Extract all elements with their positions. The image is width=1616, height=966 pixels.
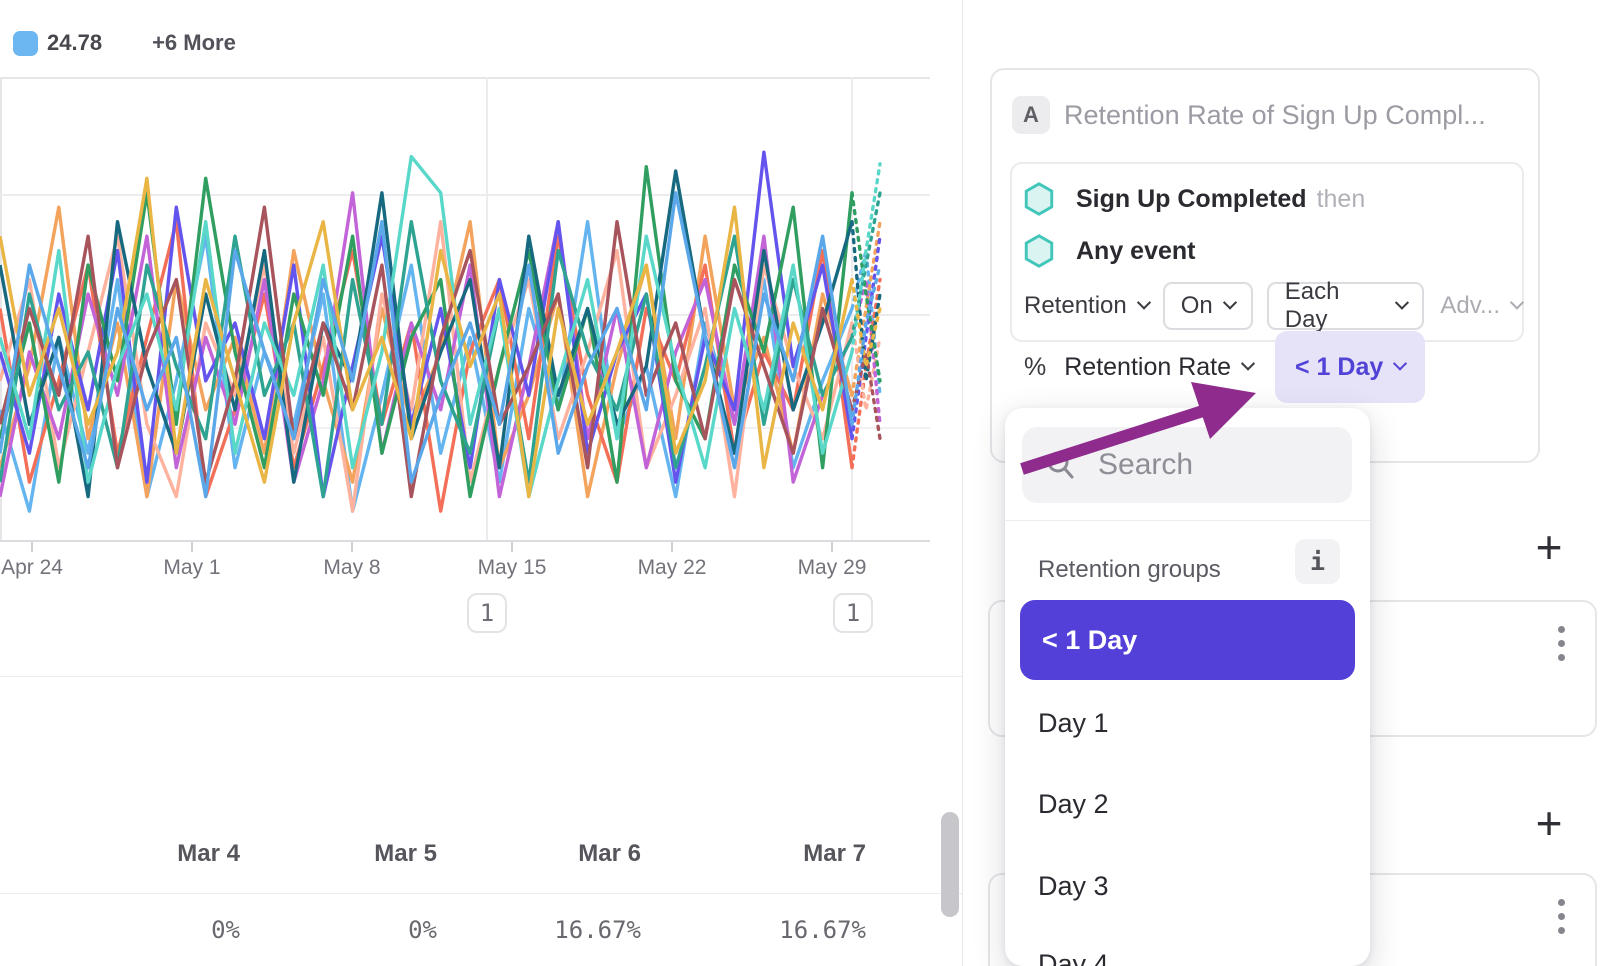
dropdown-item[interactable]: Day 2	[1038, 789, 1109, 819]
event-name[interactable]: Any event	[1076, 236, 1196, 265]
search-icon	[1047, 451, 1074, 479]
table-header-row: Mar 4 Mar 5 Mar 6 Mar 7	[0, 840, 880, 868]
event-suffix: then	[1316, 184, 1366, 213]
retention-line-chart	[0, 77, 930, 542]
table-value-cell: 16.67%	[779, 916, 866, 944]
chevron-down-icon	[1240, 356, 1256, 371]
chevron-down-icon	[1136, 295, 1151, 310]
legend-swatch[interactable]	[13, 30, 38, 56]
x-tick	[511, 542, 513, 552]
x-tick	[31, 542, 33, 552]
event-name[interactable]: Sign Up Completed	[1076, 184, 1307, 213]
measure-row: % Retention Rate < 1 Day	[1024, 331, 1426, 403]
table-value-cell: 0%	[408, 916, 437, 944]
on-dropdown[interactable]: On	[1162, 282, 1253, 330]
x-tick-label: May 22	[637, 556, 707, 579]
table-value-cell: 16.67%	[554, 916, 641, 944]
x-tick	[831, 542, 833, 552]
chart-line	[0, 205, 854, 499]
table-value-cell: 0%	[211, 916, 240, 944]
event-hexagon-icon	[1024, 234, 1054, 268]
chart-line-projection	[850, 234, 882, 441]
table-header-cell: Mar 7	[803, 840, 866, 867]
add-chart-button[interactable]: +	[1535, 797, 1563, 849]
retention-mode-dropdown[interactable]: Retention	[1024, 292, 1151, 320]
chart-line-projection	[850, 219, 882, 382]
x-tick-label: May 29	[797, 556, 867, 579]
chart-line-projection	[850, 191, 882, 383]
event-definition-card: Sign Up Completed then Any event Retenti…	[1010, 162, 1525, 342]
chart-line-projection	[850, 219, 882, 397]
series-a-badge: A	[1012, 96, 1050, 134]
chart-line	[0, 205, 854, 499]
x-tick-label: May 1	[163, 556, 221, 579]
retention-group-popover: Retention groups i < 1 Day	[1005, 408, 1370, 966]
x-tick	[191, 542, 193, 552]
chart-line-projection	[850, 351, 882, 441]
x-tick-label: May 8	[323, 556, 381, 579]
chevron-down-icon	[1509, 295, 1525, 310]
table-value-row: 0% 0% 16.67% 16.67%	[0, 916, 880, 944]
legend-series-label: 24.78	[47, 30, 103, 55]
table-header-divider	[0, 893, 962, 894]
chevron-down-icon	[1393, 356, 1408, 371]
query-title[interactable]: Retention Rate of Sign Up Compl...	[1064, 100, 1486, 130]
chart-line-projection	[850, 191, 882, 340]
search-input[interactable]	[1098, 448, 1330, 482]
popover-divider	[1005, 520, 1370, 521]
retention-controls-row: Retention On Each Day Adv...	[1024, 278, 1525, 333]
annotation-count-badge[interactable]: 1	[467, 593, 507, 633]
chart-line	[0, 191, 854, 499]
chart-line-projection	[850, 263, 882, 426]
legend-more-button[interactable]: +6 More	[152, 30, 236, 55]
x-tick	[671, 542, 673, 552]
chart-legend[interactable]: 24.78 +6 More	[13, 30, 236, 56]
annotation-count-badge[interactable]: 1	[833, 593, 873, 633]
retention-groups-label: Retention groups	[1038, 556, 1221, 583]
dropdown-item-selected[interactable]: < 1 Day	[1020, 600, 1355, 680]
vertical-scrollbar-thumb[interactable]	[941, 812, 959, 917]
section-divider	[0, 676, 962, 677]
table-header-cell: Mar 5	[374, 840, 437, 867]
measure-dropdown[interactable]: Retention Rate	[1064, 353, 1256, 382]
dropdown-item[interactable]: Day 1	[1038, 708, 1109, 738]
table-header-cell: Mar 4	[177, 840, 240, 867]
event-hexagon-icon	[1024, 182, 1054, 216]
chevron-down-icon	[1222, 295, 1237, 310]
query-definition-card: A Retention Rate of Sign Up Compl... Sig…	[990, 68, 1540, 463]
dropdown-item[interactable]: Day 3	[1038, 871, 1109, 901]
dropdown-item[interactable]: Day 4	[1038, 949, 1109, 966]
x-tick	[351, 542, 353, 552]
kebab-menu-icon[interactable]	[1558, 626, 1565, 661]
chart-canvas	[0, 77, 930, 542]
each-day-dropdown[interactable]: Each Day	[1266, 278, 1425, 333]
retention-group-chip[interactable]: < 1 Day	[1275, 331, 1426, 403]
chart-line	[0, 154, 854, 499]
kebab-menu-icon[interactable]	[1558, 899, 1565, 934]
add-chart-button[interactable]: +	[1535, 521, 1563, 573]
x-tick-label: Apr 24	[1, 556, 63, 579]
percent-icon: %	[1024, 352, 1047, 381]
x-tick-label: May 15	[477, 556, 547, 579]
info-icon[interactable]: i	[1295, 539, 1340, 584]
chart-line-projection	[850, 162, 882, 354]
panel-divider	[962, 0, 963, 966]
chart-line-projection	[850, 277, 882, 367]
event-row: Sign Up Completed then	[1024, 182, 1365, 216]
table-header-cell: Mar 6	[578, 840, 641, 867]
event-row: Any event	[1024, 234, 1195, 268]
chevron-down-icon	[1394, 295, 1409, 310]
advanced-dropdown[interactable]: Adv...	[1440, 292, 1525, 320]
search-box[interactable]	[1022, 427, 1352, 503]
